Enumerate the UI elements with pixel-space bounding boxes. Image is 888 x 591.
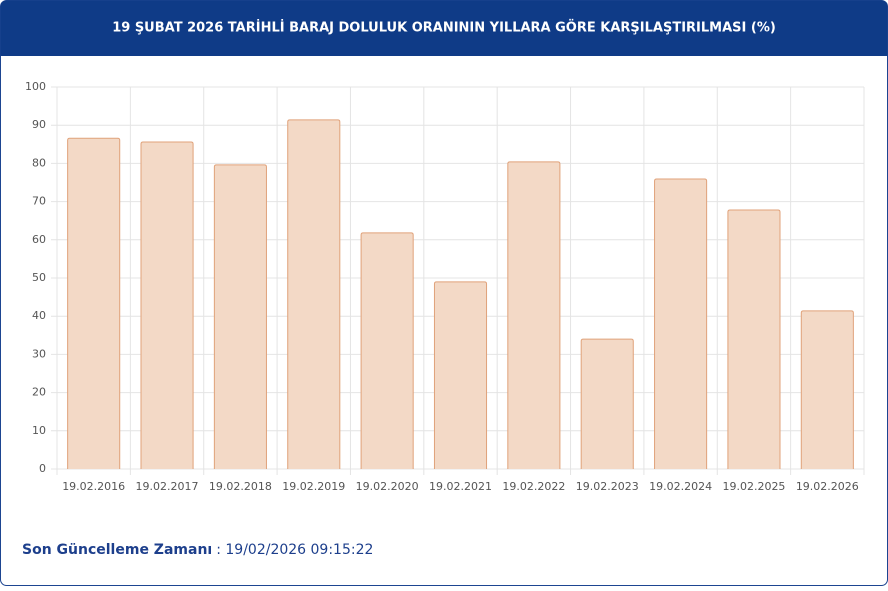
x-tick-label: 19.02.2019 xyxy=(282,480,345,493)
bar xyxy=(213,164,267,469)
y-tick-label: 100 xyxy=(25,80,46,93)
bar xyxy=(727,209,781,469)
y-tick-label: 80 xyxy=(32,156,46,169)
y-tick-label: 70 xyxy=(32,195,46,208)
bar xyxy=(287,119,341,469)
x-tick-label: 19.02.2023 xyxy=(576,480,639,493)
x-tick-label: 19.02.2021 xyxy=(429,480,492,493)
last-update-value: : 19/02/2026 09:15:22 xyxy=(216,542,373,558)
y-tick-label: 50 xyxy=(32,271,46,284)
x-tick-label: 19.02.2020 xyxy=(356,480,419,493)
bar xyxy=(507,161,561,469)
y-tick-label: 30 xyxy=(32,347,46,360)
x-tick-label: 19.02.2016 xyxy=(62,480,125,493)
bar xyxy=(800,310,854,469)
last-update-label: Son Güncelleme Zamanı xyxy=(22,542,212,558)
x-tick-label: 19.02.2026 xyxy=(796,480,859,493)
bar xyxy=(140,141,194,469)
bar xyxy=(360,232,414,469)
bar xyxy=(654,178,708,469)
last-update: Son Güncelleme Zamanı: 19/02/2026 09:15:… xyxy=(22,542,373,558)
y-tick-label: 60 xyxy=(32,233,46,246)
x-tick-label: 19.02.2024 xyxy=(649,480,712,493)
x-tick-label: 19.02.2017 xyxy=(136,480,199,493)
x-tick-label: 19.02.2018 xyxy=(209,480,272,493)
x-tick-label: 19.02.2025 xyxy=(722,480,785,493)
bar xyxy=(580,338,634,469)
card-header xyxy=(0,0,888,56)
x-tick-label: 19.02.2022 xyxy=(502,480,565,493)
y-tick-label: 90 xyxy=(32,118,46,131)
bar xyxy=(433,281,488,469)
y-tick-label: 0 xyxy=(39,462,46,475)
y-tick-label: 10 xyxy=(32,424,46,437)
y-tick-label: 20 xyxy=(32,386,46,399)
chart-title: 19 ŞUBAT 2026 TARİHLİ BARAJ DOLULUK ORAN… xyxy=(112,20,776,36)
y-tick-label: 40 xyxy=(32,309,46,322)
bar xyxy=(67,137,121,469)
